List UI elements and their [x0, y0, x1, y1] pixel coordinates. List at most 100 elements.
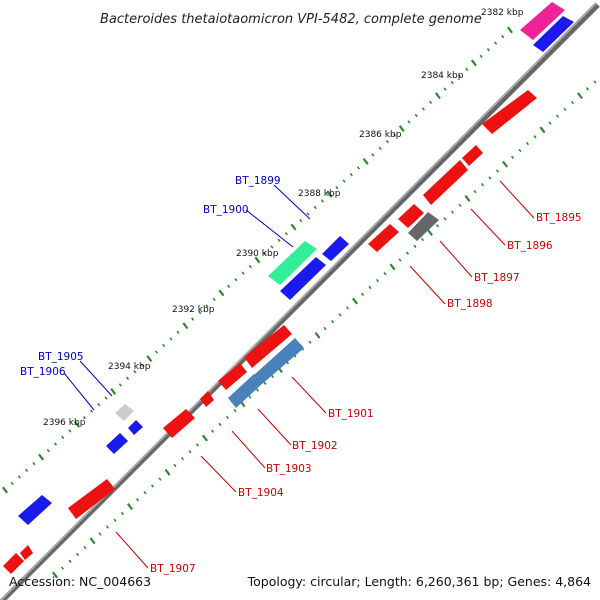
forward-tick-dash [46, 448, 50, 453]
gene-label-BT_1900[interactable]: BT_1900 [203, 204, 249, 216]
gene-arrow-top-blue[interactable] [533, 16, 574, 52]
gene-arrow-BT_1901[interactable] [254, 338, 304, 384]
forward-tick-dash [146, 355, 153, 363]
reverse-tick-dash [225, 415, 230, 420]
forward-tick-dash [241, 271, 245, 275]
gene-label-BT_1905[interactable]: BT_1905 [38, 351, 84, 363]
forward-tick-dash [162, 343, 166, 348]
reverse-tick-dash [202, 434, 208, 442]
forward-tick-dots [2, 26, 513, 494]
reverse-tick-dash [135, 498, 140, 502]
forward-tick-dash [479, 54, 483, 58]
reverse-tick-dash [105, 525, 110, 529]
forward-tick-dash [457, 74, 462, 78]
reverse-tick-dash [420, 237, 425, 242]
reverse-tick-dash [180, 456, 185, 461]
forward-tick-dash [126, 376, 130, 380]
gene-label-BT_1902[interactable]: BT_1902 [292, 440, 338, 452]
reverse-tick-dash [383, 272, 387, 276]
gene-arrow-red-bottom-2[interactable] [20, 545, 33, 560]
reverse-tick-dash [98, 532, 102, 536]
gene-label-BT_1895[interactable]: BT_1895 [536, 212, 582, 224]
forward-tick-dash [227, 284, 231, 288]
reverse-tick-dash [83, 545, 87, 550]
reverse-tick-dash [210, 429, 215, 433]
reverse-tick-dash [480, 183, 485, 187]
gene-label-BT_1907[interactable]: BT_1907 [150, 563, 196, 575]
genome-summary-text: Topology: circular; Length: 6,260,361 bp… [247, 574, 591, 589]
gene-arrow-BT_1906[interactable] [128, 420, 143, 435]
forward-tick-dash [234, 278, 238, 282]
gene-arrow-BT_1897[interactable] [408, 212, 439, 241]
reverse-tick-dash [533, 135, 537, 139]
reverse-tick-dash [52, 571, 58, 579]
genome-title: Bacteroides thetaiotaomicron VPI-5482, c… [100, 12, 482, 27]
reverse-tick-dash [443, 217, 447, 221]
reverse-tick-dash [525, 141, 530, 146]
reverse-tick-dash [218, 422, 222, 427]
reverse-tick-dash [563, 107, 567, 112]
tick-label: 2390 kbp [236, 249, 279, 259]
gene-label-BT_1903[interactable]: BT_1903 [266, 463, 312, 475]
forward-tick-dash [82, 416, 86, 420]
reverse-tick-dash [60, 566, 65, 570]
gene-arrow-pink[interactable] [520, 2, 565, 40]
reverse-tick-dash [338, 313, 342, 317]
gene-arrow-BT_1904-small[interactable] [200, 391, 214, 407]
forward-tick-dash [356, 166, 361, 170]
reverse-tick-dash [555, 114, 560, 118]
gene-arrow-BT_1905[interactable] [115, 404, 134, 421]
reverse-tick-dots [52, 80, 597, 579]
reverse-tick-dash [458, 203, 462, 207]
gene-arrow-blue-small[interactable] [106, 433, 128, 454]
forward-tick-dash [470, 59, 477, 67]
forward-tick-dash [61, 435, 65, 440]
reverse-tick-dash [593, 80, 597, 84]
gene-arrow-red-top[interactable] [482, 90, 537, 134]
gene-label-BT_1898[interactable]: BT_1898 [447, 298, 493, 310]
gene-arrow-BT_1899[interactable] [322, 236, 349, 261]
forward-tick-dash [140, 363, 144, 367]
reverse-tick-dash [120, 511, 125, 516]
gene-arrow-blue-mid[interactable] [280, 257, 326, 300]
forward-strand-genes [18, 2, 574, 525]
accession-text: Accession: NC_004663 [9, 574, 151, 589]
gene-label-BT_1904[interactable]: BT_1904 [238, 487, 284, 499]
gene-arrow-red-left[interactable] [368, 224, 399, 252]
gene-arrow-BT_1907[interactable] [68, 479, 115, 519]
gene-arrow-BT_1902[interactable] [228, 374, 263, 408]
reverse-tick-dash [255, 388, 260, 392]
gene-arrow-BT_1895[interactable] [462, 145, 483, 166]
reverse-tick-dash [435, 224, 440, 228]
forward-tick-dash [74, 420, 81, 428]
reverse-tick-dash [389, 263, 396, 271]
tick-label: 2396 kbp [43, 418, 86, 428]
forward-tick-dash [450, 80, 454, 85]
reverse-tick-dash [248, 395, 252, 399]
gene-arrow-BT_1901-a[interactable] [244, 325, 292, 368]
reverse-tick-dash [113, 518, 117, 522]
forward-tick-dash [465, 67, 469, 72]
gene-arrow-BT_1898[interactable] [398, 204, 424, 228]
gene-arrow-BT_1903[interactable] [218, 363, 247, 390]
gene-label-BT_1901[interactable]: BT_1901 [328, 408, 374, 420]
gene-label-BT_1906[interactable]: BT_1906 [20, 366, 66, 378]
forward-tick-dash [169, 337, 173, 341]
gene-arrow-red-bottom[interactable] [3, 553, 24, 574]
forward-tick-dash [118, 383, 122, 387]
reverse-tick-dash [464, 194, 471, 202]
reverse-tick-dash [127, 503, 133, 510]
gene-arrow-BT_1896[interactable] [423, 160, 468, 205]
forward-tick-dash [299, 218, 303, 223]
gene-arrow-BT_1904[interactable] [163, 409, 195, 438]
gene-label-BT_1896[interactable]: BT_1896 [507, 240, 553, 252]
reverse-tick-dash [539, 126, 546, 134]
gene-label-BT_1897[interactable]: BT_1897 [474, 272, 520, 284]
forward-tick-dash [378, 146, 382, 150]
reverse-tick-dash [577, 92, 583, 100]
gene-arrow-blue-bottom[interactable] [18, 495, 52, 525]
gene-arrow-BT_1900[interactable] [268, 241, 317, 285]
forward-tick-dash [104, 396, 108, 400]
gene-label-BT_1899[interactable]: BT_1899 [235, 175, 281, 187]
